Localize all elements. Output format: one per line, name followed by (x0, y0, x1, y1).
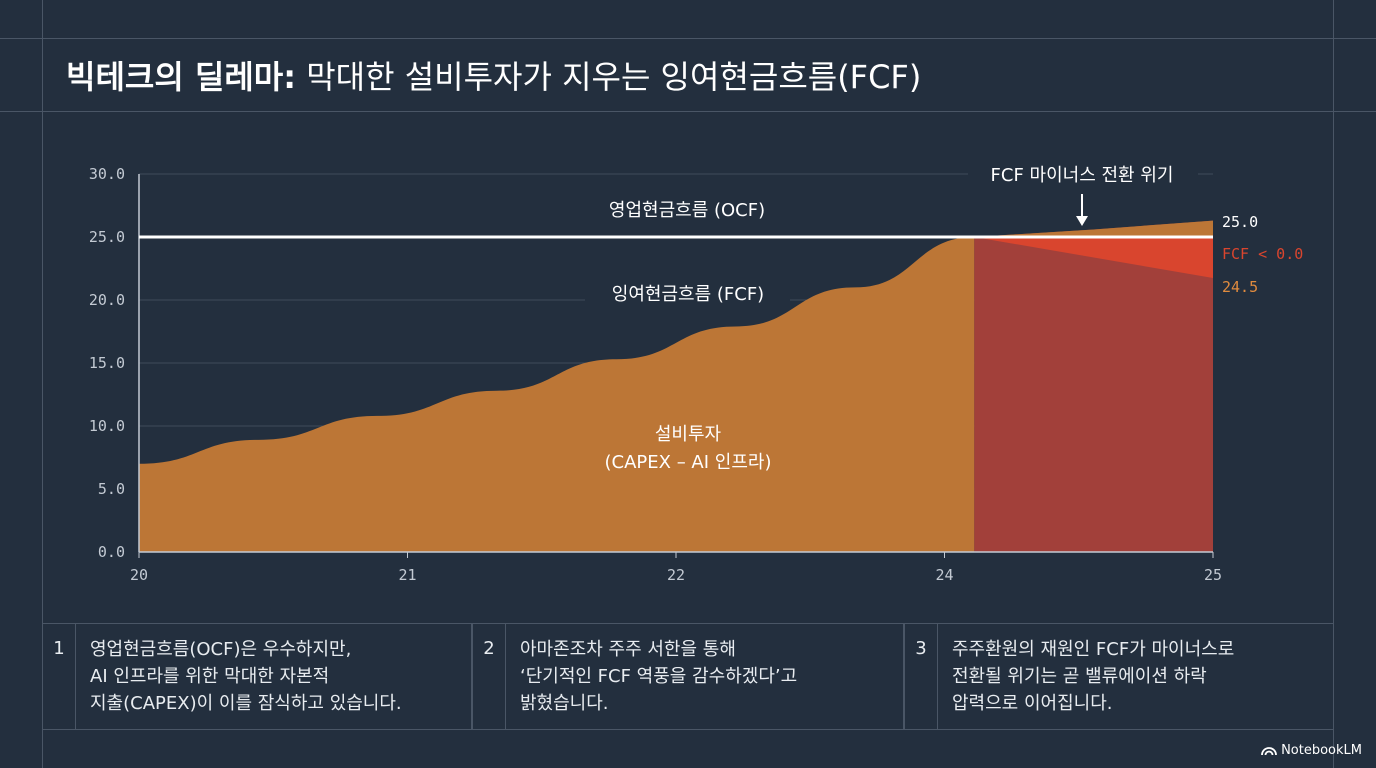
negative-fcf-area (974, 237, 1213, 278)
footer-line: 아마존조차 주주 서한을 통해 (520, 639, 736, 660)
y-tick-label: 25.0 (89, 228, 125, 246)
capex-overshoot-area (974, 220, 1213, 237)
title-rest: 막대한 설비투자가 지우는 잉여현금흐름(FCF) (296, 58, 922, 96)
footer-card-1: 1 영업현금흐름(OCF)은 우수하지만, AI 인프라를 위한 막대한 자본적… (42, 623, 472, 730)
footer-line: ‘단기적인 FCF 역풍을 감수하겠다’고 (520, 666, 798, 687)
footer-line: 압력으로 이어집니다. (952, 693, 1113, 714)
y-tick-label: 10.0 (89, 417, 125, 435)
y-tick-label: 5.0 (98, 480, 125, 498)
value-label-bottom: 24.5 (1222, 278, 1258, 296)
footer-line: AI 인프라를 위한 막대한 자본적 (90, 666, 330, 687)
value-label-fcf: FCF < 0.0 (1222, 245, 1303, 263)
frame-line-left (42, 0, 43, 768)
footer-line: 주주환원의 재원인 FCF가 마이너스로 (952, 639, 1235, 660)
crisis-area (974, 220, 1213, 552)
ocf-label: 영업현금흐름 (OCF) (609, 200, 765, 221)
footer-card-3: 3 주주환원의 재원인 FCF가 마이너스로 전환될 위기는 곧 밸류에이션 하… (904, 623, 1334, 730)
warning-label: FCF 마이너스 전환 위기 (991, 165, 1174, 186)
brand-badge: NotebookLM (1261, 743, 1362, 758)
frame-line-right (1333, 0, 1334, 768)
footer-text: 아마존조차 주주 서한을 통해 ‘단기적인 FCF 역풍을 감수하겠다’고 밝혔… (520, 636, 895, 717)
notebooklm-logo-icon (1261, 747, 1277, 756)
y-tick-label: 15.0 (89, 354, 125, 372)
x-tick-label: 24 (935, 566, 953, 584)
page-title: 빅테크의 딜레마: 막대한 설비투자가 지우는 잉여현금흐름(FCF) (66, 52, 921, 98)
footer-text: 영업현금흐름(OCF)은 우수하지만, AI 인프라를 위한 막대한 자본적 지… (90, 636, 463, 717)
x-tick-label: 21 (398, 566, 416, 584)
capex-label-sub: (CAPEX – AI 인프라) (605, 452, 772, 473)
footer-text: 주주환원의 재원인 FCF가 마이너스로 전환될 위기는 곧 밸류에이션 하락 … (952, 636, 1325, 717)
y-axis-ticks: 30.0 25.0 20.0 15.0 10.0 5.0 0.0 (89, 165, 125, 561)
footer-line: 전환될 위기는 곧 밸류에이션 하락 (952, 666, 1207, 687)
footer-number: 1 (43, 624, 76, 729)
footer-number: 3 (905, 624, 938, 729)
value-label-top: 25.0 (1222, 213, 1258, 231)
brand-label: NotebookLM (1281, 743, 1362, 758)
x-tick-label: 22 (667, 566, 685, 584)
frame-line-title-bottom (0, 111, 1376, 112)
warning-arrow-icon (1076, 216, 1088, 226)
fcf-label-bg (585, 279, 790, 309)
y-tick-label: 20.0 (89, 291, 125, 309)
footer-line: 지출(CAPEX)이 이를 잠식하고 있습니다. (90, 693, 402, 714)
ocf-label-bg (582, 195, 792, 225)
x-tick-label: 20 (130, 566, 148, 584)
capex-area (139, 237, 975, 552)
footer-number: 2 (473, 624, 506, 729)
frame-line-top (0, 38, 1376, 39)
fcf-label: 잉여현금흐름 (FCF) (612, 284, 764, 305)
title-bold: 빅테크의 딜레마: (66, 58, 297, 96)
footer-line: 영업현금흐름(OCF)은 우수하지만, (90, 639, 352, 660)
y-tick-label: 30.0 (89, 165, 125, 183)
capex-fcf-chart: 30.0 25.0 20.0 15.0 10.0 5.0 0.0 20 21 22 24 25 영업… (88, 160, 1304, 584)
x-axis-ticks: 20 21 22 24 25 (130, 552, 1222, 584)
capex-label: 설비투자 (655, 424, 722, 445)
x-tick-label: 25 (1204, 566, 1222, 584)
footer-card-2: 2 아마존조차 주주 서한을 통해 ‘단기적인 FCF 역풍을 감수하겠다’고 … (472, 623, 904, 730)
y-tick-label: 0.0 (98, 543, 125, 561)
footer-line: 밝혔습니다. (520, 693, 609, 714)
warning-label-bg (968, 160, 1198, 190)
